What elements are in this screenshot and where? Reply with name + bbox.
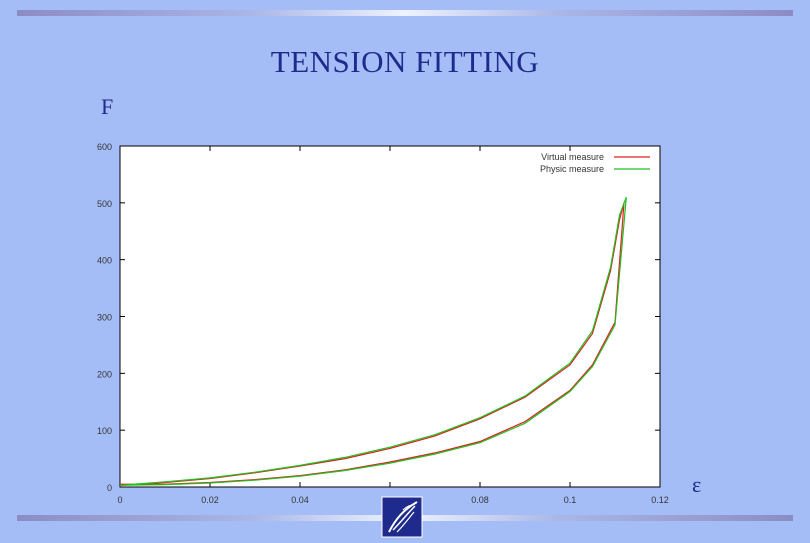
legend-label: Virtual measure [541, 152, 604, 162]
top-divider-bar [17, 10, 793, 16]
y-tick-label: 100 [97, 426, 112, 436]
x-axis-symbol: ε [692, 472, 702, 497]
x-tick-label: 0.1 [564, 495, 577, 505]
x-tick-label: 0.12 [651, 495, 669, 505]
quill-logo-icon [381, 496, 423, 538]
y-tick-label: 600 [97, 142, 112, 152]
y-tick-label: 500 [97, 199, 112, 209]
series-line-physic [119, 196, 627, 486]
plot-area [119, 145, 661, 488]
x-tick-label: 0.08 [471, 495, 489, 505]
y-tick-label: 200 [97, 369, 112, 379]
x-tick-label: 0.04 [291, 495, 309, 505]
y-tick-label: 300 [97, 313, 112, 323]
y-axis-symbol: F [101, 94, 114, 119]
x-tick-label: 0.02 [201, 495, 219, 505]
y-tick-label: 0 [107, 483, 112, 493]
x-tick-label: 0 [117, 495, 122, 505]
legend-label: Physic measure [540, 164, 604, 174]
y-tick-label: 400 [97, 256, 112, 266]
slide-title: TENSION FITTING [270, 44, 540, 79]
